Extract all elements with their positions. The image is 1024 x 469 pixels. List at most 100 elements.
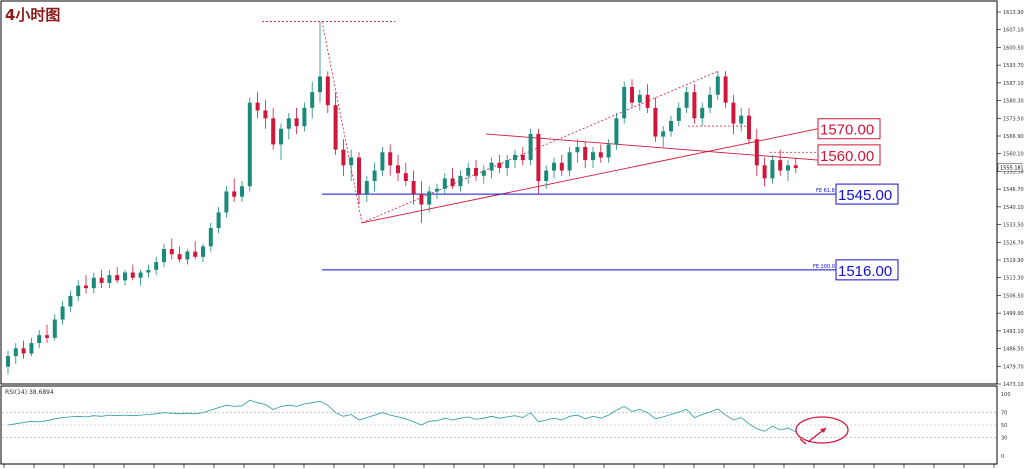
candle-body bbox=[497, 162, 502, 168]
candle-body bbox=[154, 262, 159, 270]
candle-body bbox=[793, 165, 798, 168]
candle-body bbox=[123, 272, 127, 281]
candle-body bbox=[481, 170, 486, 176]
candle-body bbox=[403, 173, 408, 182]
candle-body bbox=[606, 144, 611, 158]
current-price-label: 1555.18 bbox=[1000, 165, 1021, 171]
candle-body bbox=[396, 165, 400, 174]
candle-body bbox=[528, 133, 533, 161]
candle-body bbox=[583, 147, 588, 161]
candle-body bbox=[310, 92, 315, 108]
price-tick-label: 1473.10 bbox=[1003, 382, 1024, 388]
candle-body bbox=[37, 335, 42, 344]
candle-body bbox=[474, 167, 478, 176]
candle-body bbox=[224, 191, 229, 213]
candle-body bbox=[684, 92, 689, 108]
price-tick-label: 1560.10 bbox=[1003, 152, 1024, 158]
candle-body bbox=[669, 120, 673, 132]
candle-body bbox=[645, 94, 650, 108]
candle-body bbox=[372, 170, 377, 182]
candle-body bbox=[177, 254, 182, 260]
price-tick-label: 1526.70 bbox=[1003, 240, 1024, 246]
drawing-layer: FE 61.8 FE 100.0 1570.00 1560.00 1545.00 1516… bbox=[262, 21, 899, 281]
candle-body bbox=[715, 76, 720, 95]
rsi-title: RSI(14) 38.6894 bbox=[5, 389, 54, 396]
candle-body bbox=[294, 118, 299, 127]
candle-body bbox=[435, 188, 439, 192]
main-plot-frame bbox=[0, 0, 998, 385]
rsi-annotation-ellipse bbox=[795, 416, 849, 444]
price-tick-label: 1506.50 bbox=[1003, 293, 1024, 299]
rsi-tick-label: 100 bbox=[1001, 392, 1011, 398]
candle-body bbox=[325, 76, 330, 106]
candle-body bbox=[614, 118, 619, 145]
price-tick-label: 1499.90 bbox=[1003, 311, 1024, 317]
candle-body bbox=[388, 152, 393, 166]
candle-body bbox=[349, 157, 354, 166]
candle-body bbox=[536, 133, 541, 182]
price-tick-label: 1600.50 bbox=[1003, 45, 1024, 51]
price-tick-label: 1479.70 bbox=[1003, 364, 1024, 370]
candle-body bbox=[357, 157, 361, 195]
candle-body bbox=[279, 128, 283, 145]
rsi-tick-label: 70 bbox=[1001, 411, 1007, 417]
candle-body bbox=[255, 102, 260, 111]
candle-body bbox=[84, 285, 88, 289]
price-tick-label: 1493.10 bbox=[1003, 329, 1024, 335]
level-box-label: 1560.00 bbox=[820, 148, 874, 165]
price-tick-label: 1580.30 bbox=[1003, 99, 1024, 105]
candle-body bbox=[240, 186, 244, 197]
candle-body bbox=[466, 167, 471, 176]
rsi-tick-label: 0 bbox=[1001, 454, 1004, 460]
candle-body bbox=[754, 139, 759, 166]
candle-body bbox=[146, 269, 151, 273]
candle-body bbox=[411, 181, 416, 195]
candle-body bbox=[333, 105, 338, 150]
candle-body bbox=[302, 107, 307, 127]
fib-label: FE 61.8 bbox=[816, 188, 835, 194]
candle-body bbox=[208, 228, 213, 247]
candle-body bbox=[52, 319, 57, 338]
falling-trendline bbox=[485, 133, 819, 161]
candle-body bbox=[45, 335, 49, 338]
candle-body bbox=[567, 152, 572, 171]
level-box-label: 1545.00 bbox=[838, 187, 892, 204]
candle-body bbox=[380, 152, 385, 171]
candle-body bbox=[247, 102, 252, 187]
candle-body bbox=[341, 149, 346, 166]
candle-body bbox=[263, 110, 268, 119]
candle-body bbox=[169, 248, 174, 255]
candle-body bbox=[201, 246, 205, 257]
price-tick-label: 1587.10 bbox=[1003, 81, 1024, 87]
candle-body bbox=[76, 285, 81, 297]
candle-body bbox=[598, 152, 603, 158]
candle-body bbox=[520, 154, 525, 161]
candle-body bbox=[622, 86, 627, 119]
price-tick-label: 1573.50 bbox=[1003, 116, 1024, 122]
level-box-1560-00 bbox=[817, 144, 881, 166]
price-tick-label: 1546.70 bbox=[1003, 187, 1024, 193]
candle-body bbox=[450, 178, 455, 187]
candle-body bbox=[458, 175, 463, 187]
candle-body bbox=[692, 92, 697, 119]
candle-body bbox=[739, 115, 744, 124]
level-box-1570-00 bbox=[817, 118, 881, 140]
candle-body bbox=[115, 275, 120, 281]
candle-body bbox=[162, 248, 166, 263]
candle-body bbox=[442, 178, 447, 189]
candle-body bbox=[216, 212, 221, 229]
candle-body bbox=[637, 94, 642, 103]
candle-body bbox=[552, 162, 556, 171]
rsi-annotation-tail bbox=[799, 438, 807, 445]
price-tick-label: 1553.50 bbox=[1003, 169, 1024, 175]
candle-body bbox=[630, 86, 634, 103]
candle-body bbox=[286, 118, 291, 129]
candle-body bbox=[700, 107, 705, 119]
candle-body bbox=[489, 162, 494, 171]
candle-body bbox=[559, 162, 564, 171]
price-tick-label: 1566.90 bbox=[1003, 134, 1024, 140]
candle-body bbox=[68, 296, 73, 307]
candle-body bbox=[318, 76, 322, 93]
price-axis: 1613.90 1607.10 1600.50 1593.70 1587.10 1580.… bbox=[3, 10, 1024, 468]
